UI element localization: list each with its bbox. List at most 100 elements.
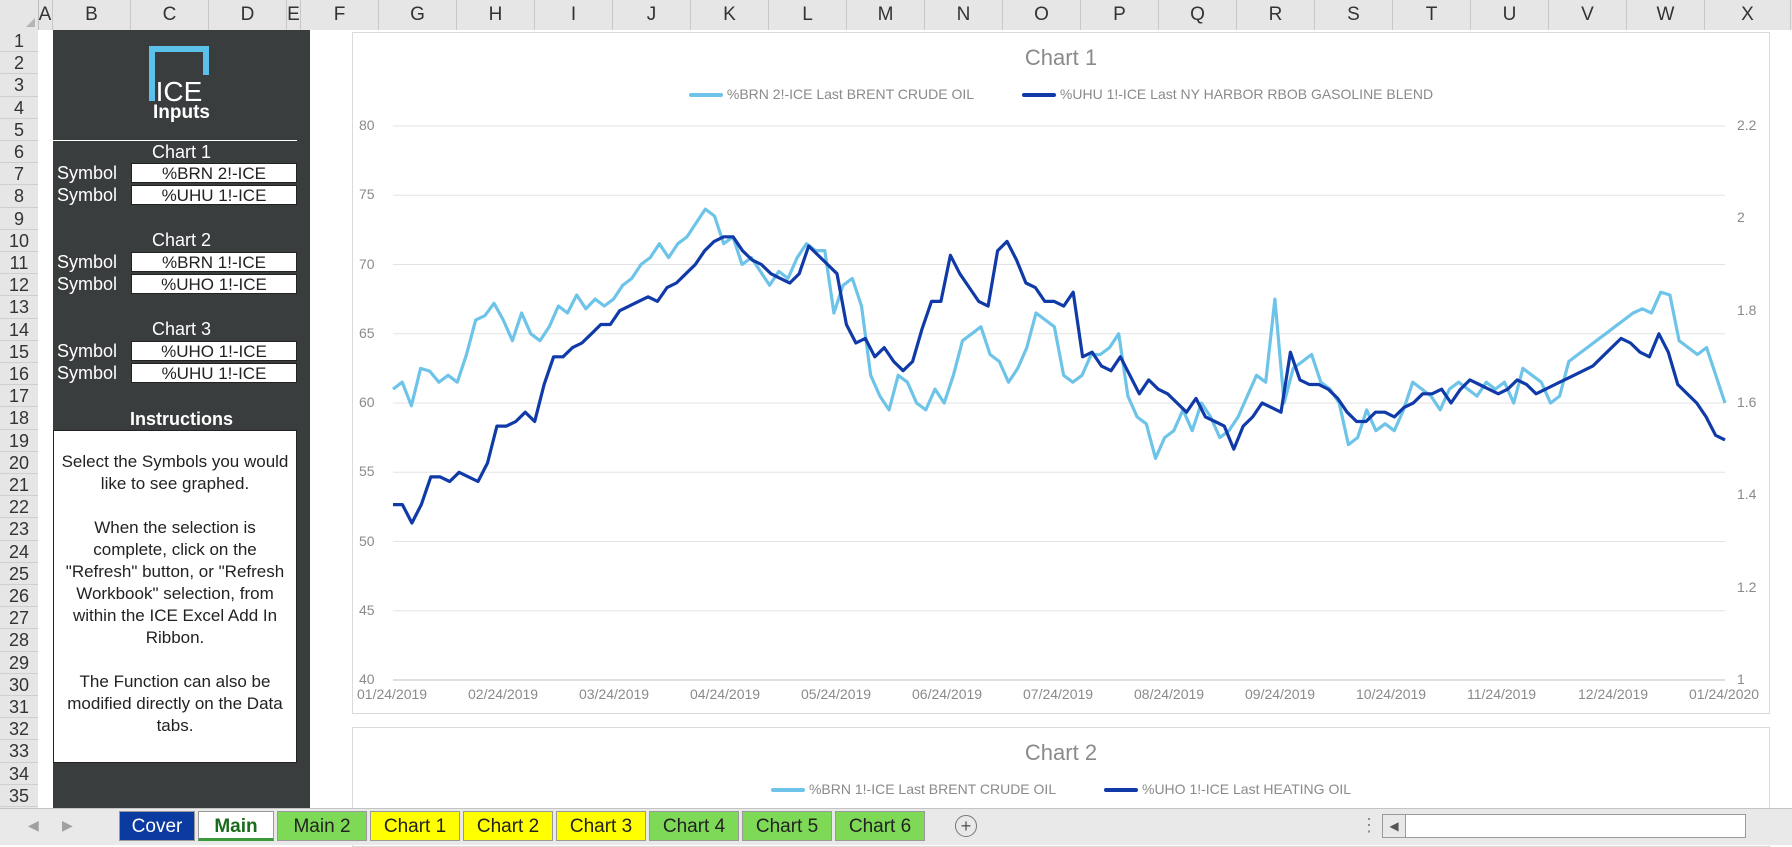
column-header-e[interactable]: E (287, 0, 301, 30)
column-header-g[interactable]: G (379, 0, 457, 30)
row-header-28[interactable]: 28 (0, 629, 38, 652)
row-header-34[interactable]: 34 (0, 763, 38, 785)
column-header-r[interactable]: R (1237, 0, 1315, 30)
chart1-y-right-tick: 1.6 (1737, 394, 1757, 410)
chart3-symbol1-input[interactable]: %UHO 1!-ICE (131, 341, 297, 361)
row-header-24[interactable]: 24 (0, 541, 38, 563)
column-header-d[interactable]: D (209, 0, 287, 30)
caret-left-icon[interactable]: ◀ (28, 817, 39, 833)
row-header-7[interactable]: 7 (0, 163, 38, 186)
chart1-y-left-tick: 80 (359, 117, 375, 133)
chart1-y-right-tick: 2.2 (1737, 117, 1757, 133)
caret-right-icon[interactable]: ▶ (62, 817, 73, 833)
chart1-symbol2-input[interactable]: %UHU 1!-ICE (131, 185, 297, 205)
row-header-13[interactable]: 13 (0, 296, 38, 319)
sheet-tab-chart-4[interactable]: Chart 4 (649, 811, 739, 841)
row-header-1[interactable]: 1 (0, 30, 38, 53)
column-header-s[interactable]: S (1315, 0, 1393, 30)
column-header-j[interactable]: J (613, 0, 691, 30)
legend-swatch-series2 (1104, 788, 1138, 793)
sheet-tab-bar: ◀ ▶ Cover Main Main 2 Chart 1 Chart 2 Chart 3… (0, 808, 1792, 845)
column-header-i[interactable]: I (535, 0, 613, 30)
sheet-tab-chart-2[interactable]: Chart 2 (463, 811, 553, 841)
sheet-tab-chart-6[interactable]: Chart 6 (835, 811, 925, 841)
row-header-19[interactable]: 19 (0, 430, 38, 452)
sheet-tab-main-2[interactable]: Main 2 (277, 811, 367, 841)
instructions-p3: The Function can also be modified direct… (67, 672, 283, 735)
column-header-o[interactable]: O (1003, 0, 1081, 30)
row-header-17[interactable]: 17 (0, 385, 38, 408)
row-header-29[interactable]: 29 (0, 652, 38, 674)
row-header-21[interactable]: 21 (0, 474, 38, 497)
chart-1[interactable]: Chart 1 %BRN 2!-ICE Last BRENT CRUDE OIL… (352, 32, 1770, 714)
sheet-tab-chart-5[interactable]: Chart 5 (742, 811, 832, 841)
plus-circle-icon[interactable]: + (955, 815, 977, 837)
chart1-y-left-tick: 55 (359, 463, 375, 480)
column-header-p[interactable]: P (1081, 0, 1159, 30)
column-header-u[interactable]: U (1471, 0, 1549, 30)
column-header-w[interactable]: W (1627, 0, 1705, 30)
column-header-x[interactable]: X (1705, 0, 1791, 30)
vertical-dots-icon[interactable]: ⋮ (1360, 815, 1378, 835)
row-header-26[interactable]: 26 (0, 585, 38, 608)
column-header-m[interactable]: M (847, 0, 925, 30)
row-header-27[interactable]: 27 (0, 607, 38, 630)
chart1-y-left-tick: 75 (359, 186, 375, 203)
horizontal-scrollbar[interactable]: ◀ (1382, 814, 1746, 838)
row-header-22[interactable]: 22 (0, 496, 38, 519)
instructions-p2: When the selection is complete, click on… (65, 518, 285, 647)
row-header-6[interactable]: 6 (0, 141, 38, 164)
sheet-tab-cover[interactable]: Cover (119, 811, 195, 841)
column-header-h[interactable]: H (457, 0, 535, 30)
chart2-symbol2-input[interactable]: %UHO 1!-ICE (131, 274, 297, 294)
scroll-left-icon[interactable]: ◀ (1383, 815, 1406, 837)
row-header-10[interactable]: 10 (0, 230, 38, 252)
row-header-30[interactable]: 30 (0, 674, 38, 696)
row-header-16[interactable]: 16 (0, 363, 38, 386)
column-header-q[interactable]: Q (1159, 0, 1237, 30)
column-header-k[interactable]: K (691, 0, 769, 30)
row-header-5[interactable]: 5 (0, 119, 38, 141)
row-header-20[interactable]: 20 (0, 452, 38, 474)
chart1-x-tick: 03/24/2019 (579, 686, 650, 702)
column-header-t[interactable]: T (1393, 0, 1471, 30)
row-header-2[interactable]: 2 (0, 52, 38, 75)
row-header-32[interactable]: 32 (0, 718, 38, 741)
row-header-25[interactable]: 25 (0, 563, 38, 585)
column-header-c[interactable]: C (131, 0, 209, 30)
chart1-title: Chart 1 (1024, 45, 1098, 70)
row-header-33[interactable]: 33 (0, 740, 38, 763)
chart2-symbol1-input[interactable]: %BRN 1!-ICE (131, 252, 297, 272)
row-header-14[interactable]: 14 (0, 319, 38, 341)
inputs-panel: ICE Inputs Chart 1 Symbol %BRN 2!-ICE Sy… (53, 30, 310, 808)
select-all-corner[interactable] (0, 0, 39, 30)
chart1-symbol1-input[interactable]: %BRN 2!-ICE (131, 163, 297, 183)
row-header-35[interactable]: 35 (0, 785, 38, 807)
chart3-symbol2-input[interactable]: %UHU 1!-ICE (131, 363, 297, 383)
legend-item-series2: %UHU 1!-ICE Last NY HARBOR RBOB GASOLINE… (1021, 86, 1433, 102)
inputs-title: Inputs (153, 102, 210, 123)
sheet-tab-chart-3[interactable]: Chart 3 (556, 811, 646, 841)
column-header-a[interactable]: A (38, 0, 53, 30)
column-a-cells[interactable] (38, 30, 54, 808)
legend-swatch-series2 (1021, 93, 1056, 98)
chart1-x-tick: 01/24/2020 (1689, 686, 1760, 702)
row-header-31[interactable]: 31 (0, 696, 38, 719)
row-header-3[interactable]: 3 (0, 74, 38, 97)
row-header-15[interactable]: 15 (0, 341, 38, 363)
row-header-8[interactable]: 8 (0, 185, 38, 208)
row-header-12[interactable]: 12 (0, 274, 38, 297)
row-header-9[interactable]: 9 (0, 208, 38, 230)
row-header-18[interactable]: 18 (0, 407, 38, 430)
column-header-f[interactable]: F (301, 0, 379, 30)
row-header-4[interactable]: 4 (0, 97, 38, 119)
column-header-b[interactable]: B (53, 0, 131, 30)
chart1-y-right-tick: 1.4 (1737, 486, 1757, 503)
sheet-tab-main[interactable]: Main (198, 811, 274, 841)
sheet-tab-chart-1[interactable]: Chart 1 (370, 811, 460, 841)
column-header-l[interactable]: L (769, 0, 847, 30)
column-header-v[interactable]: V (1549, 0, 1627, 30)
row-header-23[interactable]: 23 (0, 518, 38, 541)
row-header-11[interactable]: 11 (0, 252, 38, 275)
column-header-n[interactable]: N (925, 0, 1003, 30)
